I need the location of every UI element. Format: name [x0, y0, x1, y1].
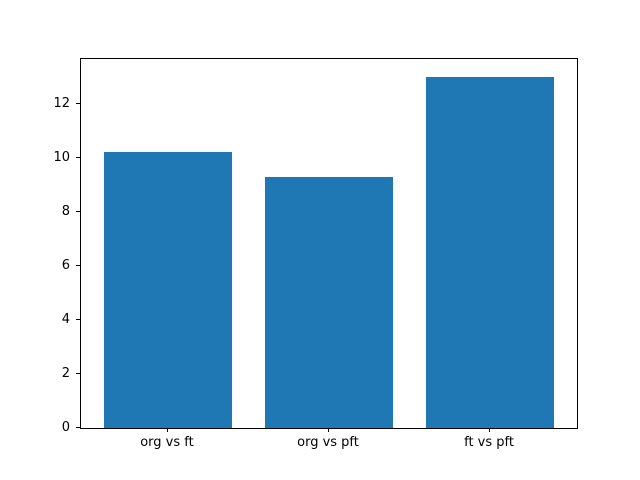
- bar-ft-vs-pft: [425, 76, 555, 428]
- bar-org-vs-pft: [264, 176, 394, 428]
- y-tick-label: 10: [53, 149, 70, 165]
- y-tick-mark: [76, 427, 80, 428]
- x-tick-label: ft vs pft: [464, 435, 514, 450]
- y-tick-label: 4: [61, 311, 70, 327]
- y-tick-mark: [76, 102, 80, 104]
- y-tick-mark: [76, 264, 80, 266]
- y-tick-mark: [76, 318, 80, 320]
- x-tick-mark: [489, 428, 491, 432]
- x-tick-label: org vs ft: [140, 435, 194, 450]
- y-tick-label: 0: [61, 420, 70, 435]
- x-tick-label: org vs pft: [297, 435, 359, 450]
- y-tick-mark: [76, 156, 80, 158]
- y-tick-label: 8: [61, 203, 70, 219]
- y-tick-label: 6: [61, 257, 70, 273]
- plot-area: [80, 58, 578, 429]
- y-tick-mark: [76, 372, 80, 374]
- x-tick-mark: [166, 428, 168, 432]
- y-tick-label: 2: [61, 365, 70, 381]
- y-tick-mark: [76, 210, 80, 212]
- y-tick-label: 12: [53, 95, 70, 111]
- x-tick-mark: [328, 428, 329, 432]
- bar-org-vs-ft: [103, 152, 233, 428]
